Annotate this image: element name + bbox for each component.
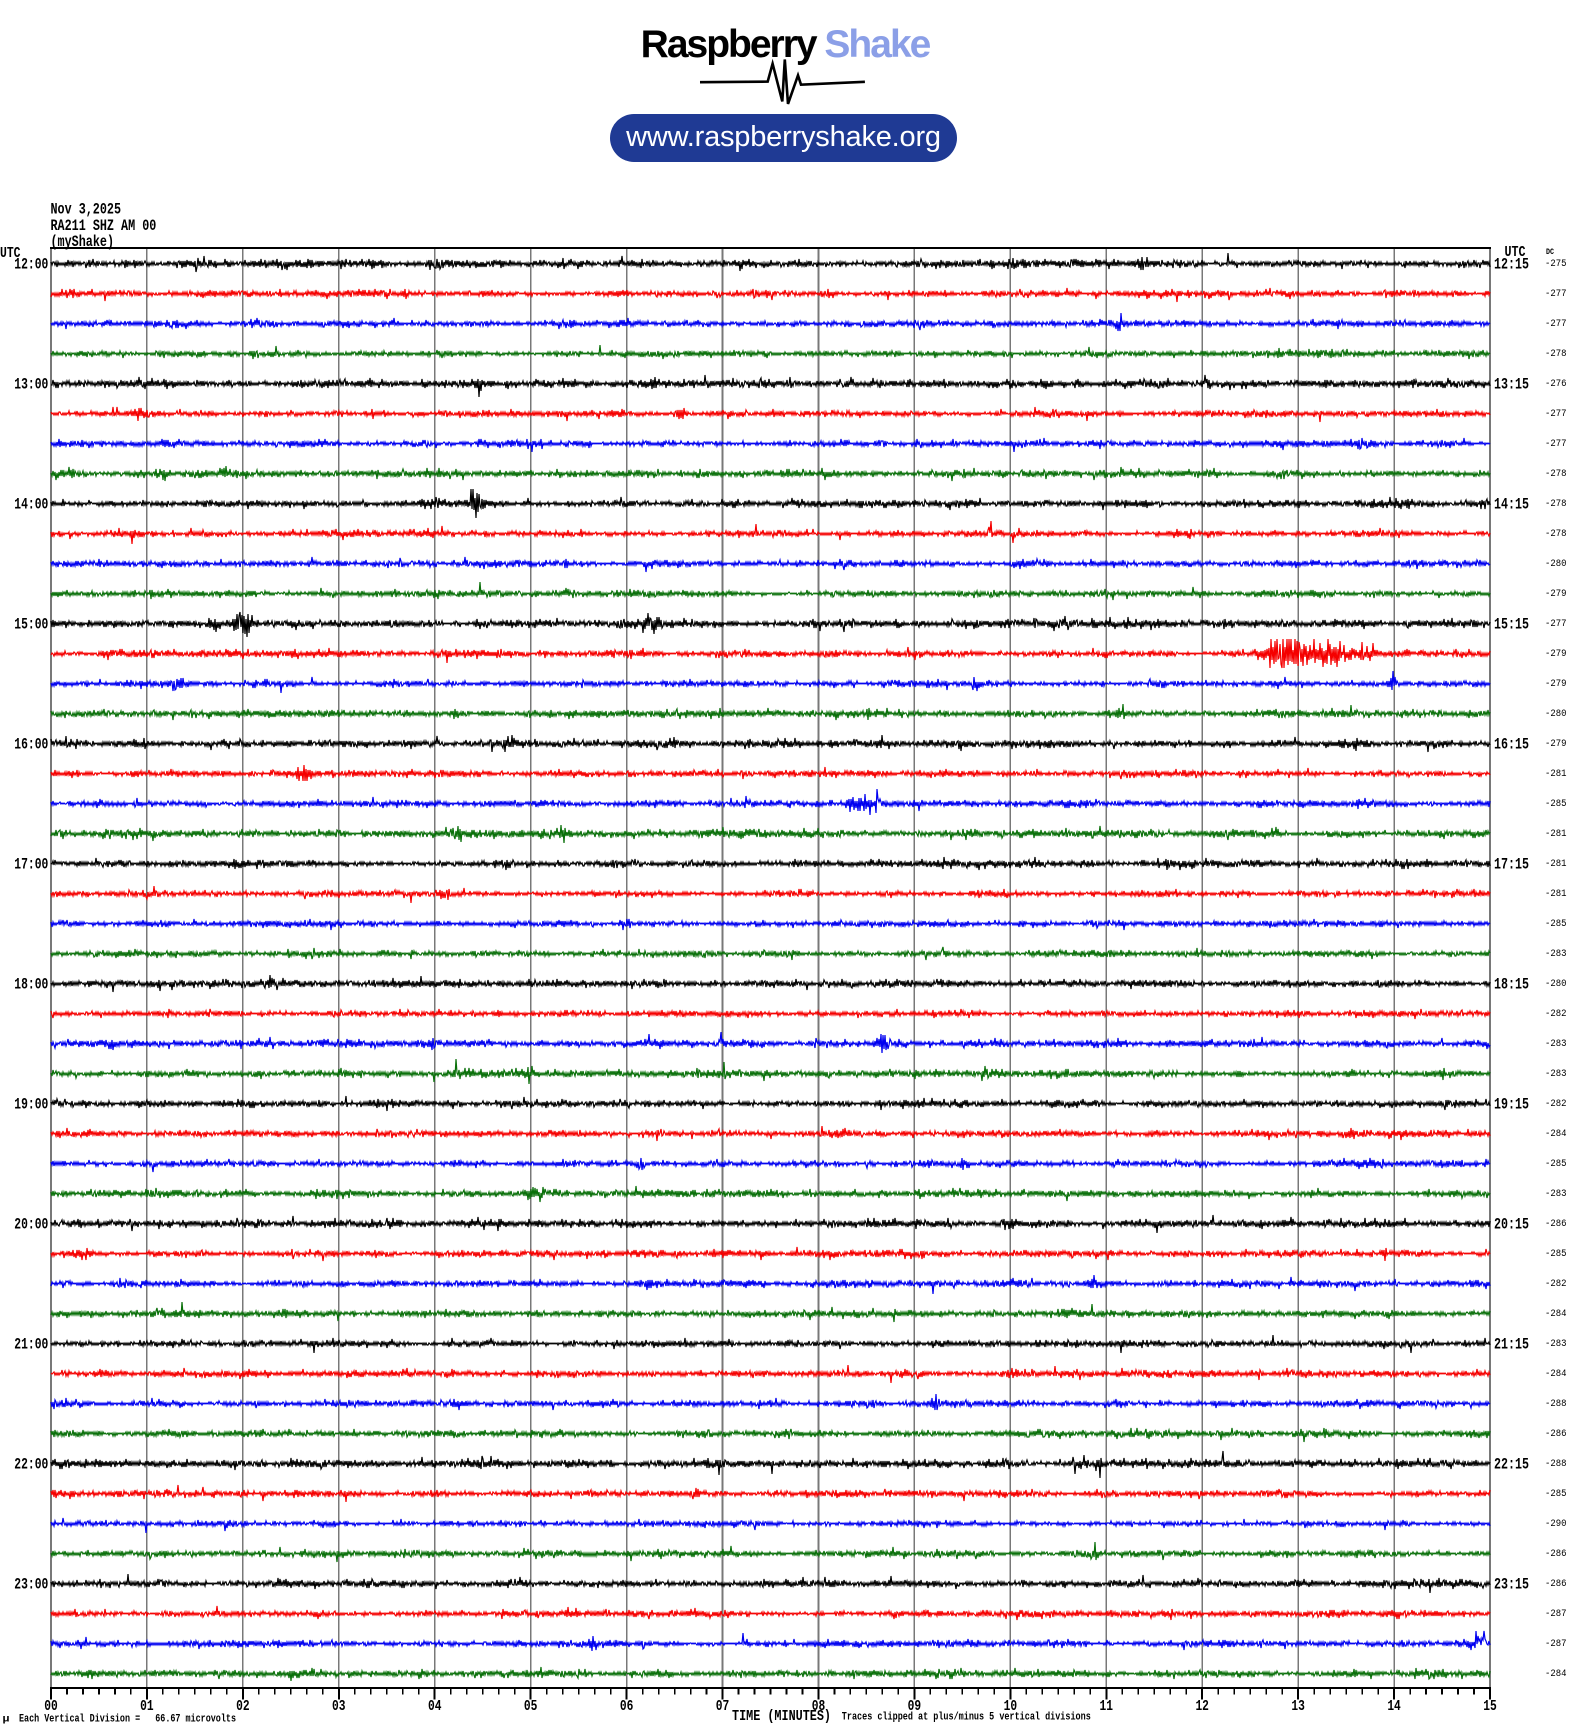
svg-text:-278: -278 [1545, 498, 1567, 510]
svg-text:17:00: 17:00 [14, 856, 48, 874]
svg-text:18:15: 18:15 [1494, 976, 1529, 994]
svg-text:-280: -280 [1545, 708, 1567, 720]
svg-text:(myShake): (myShake) [51, 233, 115, 251]
svg-text:12: 12 [1195, 1698, 1209, 1715]
svg-text:-279: -279 [1545, 648, 1567, 660]
svg-text:-286: -286 [1545, 1428, 1567, 1440]
svg-text:01: 01 [140, 1698, 154, 1715]
svg-text:08: 08 [812, 1698, 826, 1715]
svg-text:-288: -288 [1545, 1458, 1567, 1470]
svg-text:-283: -283 [1545, 1188, 1567, 1200]
svg-text:23:15: 23:15 [1494, 1576, 1529, 1594]
svg-text:14: 14 [1387, 1698, 1401, 1715]
svg-text:-277: -277 [1545, 288, 1567, 300]
svg-text:12:00: 12:00 [14, 256, 48, 274]
svg-text:-284: -284 [1545, 1668, 1567, 1680]
svg-text:DC: DC [1546, 247, 1554, 257]
svg-text:-276: -276 [1545, 378, 1567, 390]
svg-text:-279: -279 [1545, 678, 1567, 690]
svg-text:-277: -277 [1545, 438, 1567, 450]
svg-text:09: 09 [908, 1698, 922, 1715]
svg-text:-278: -278 [1545, 348, 1567, 360]
svg-text:-285: -285 [1545, 1488, 1567, 1500]
svg-text:-280: -280 [1545, 978, 1567, 990]
svg-text:TIME (MINUTES): TIME (MINUTES) [732, 1709, 831, 1725]
svg-text:21:00: 21:00 [14, 1336, 48, 1354]
svg-text:UTC: UTC [0, 246, 21, 262]
svg-text:22:15: 22:15 [1494, 1456, 1529, 1474]
svg-text:-287: -287 [1545, 1638, 1567, 1650]
svg-text:-287: -287 [1545, 1608, 1567, 1620]
svg-text:-286: -286 [1545, 1578, 1567, 1590]
svg-text:-286: -286 [1545, 1218, 1567, 1230]
svg-text:-280: -280 [1545, 558, 1567, 570]
svg-text:15: 15 [1483, 1698, 1497, 1715]
svg-text:13:15: 13:15 [1494, 376, 1529, 394]
svg-text:-279: -279 [1545, 588, 1567, 600]
svg-text:-284: -284 [1545, 1368, 1567, 1380]
svg-text:00: 00 [44, 1698, 58, 1715]
svg-text:18:00: 18:00 [14, 976, 48, 994]
svg-text:-285: -285 [1545, 798, 1567, 810]
svg-text:14:15: 14:15 [1494, 496, 1529, 514]
svg-text:-281: -281 [1545, 858, 1567, 870]
svg-text:14:00: 14:00 [14, 496, 48, 514]
svg-text:-277: -277 [1545, 318, 1567, 330]
svg-text:20:00: 20:00 [14, 1216, 48, 1234]
svg-text:19:15: 19:15 [1494, 1096, 1529, 1114]
svg-text:13:00: 13:00 [14, 376, 48, 394]
svg-text:-283: -283 [1545, 1338, 1567, 1350]
svg-text:-283: -283 [1545, 948, 1567, 960]
svg-text:19:00: 19:00 [14, 1096, 48, 1114]
svg-text:11: 11 [1100, 1698, 1114, 1715]
svg-text:-281: -281 [1545, 768, 1567, 780]
svg-text:15:00: 15:00 [14, 616, 48, 634]
svg-text:-290: -290 [1545, 1518, 1567, 1530]
svg-text:03: 03 [332, 1698, 346, 1715]
svg-text:-282: -282 [1545, 1098, 1567, 1110]
svg-text:-279: -279 [1545, 738, 1567, 750]
svg-text:Traces clipped at plus/minus 5: Traces clipped at plus/minus 5 vertical … [842, 1712, 1091, 1724]
svg-text:16:15: 16:15 [1494, 736, 1529, 754]
svg-text:17:15: 17:15 [1494, 856, 1529, 874]
svg-text:05: 05 [524, 1698, 538, 1715]
svg-text:15:15: 15:15 [1494, 616, 1529, 634]
svg-text:μ: μ [3, 1714, 10, 1725]
svg-text:RA211 SHZ AM 00: RA211 SHZ AM 00 [51, 217, 157, 235]
svg-text:-284: -284 [1545, 1128, 1567, 1140]
svg-text:-286: -286 [1545, 1548, 1567, 1560]
svg-text:13: 13 [1291, 1698, 1305, 1715]
svg-text:-281: -281 [1545, 888, 1567, 900]
svg-text:-283: -283 [1545, 1038, 1567, 1050]
svg-text:06: 06 [620, 1698, 634, 1715]
svg-text:07: 07 [716, 1698, 730, 1715]
svg-text:-285: -285 [1545, 1158, 1567, 1170]
svg-text:20:15: 20:15 [1494, 1216, 1529, 1234]
svg-text:Each Vertical Division = 66.: Each Vertical Division = 66.67 microvolt… [19, 1713, 236, 1725]
svg-text:-285: -285 [1545, 1248, 1567, 1260]
svg-text:Nov 3,2025: Nov 3,2025 [51, 201, 122, 219]
svg-text:22:00: 22:00 [14, 1456, 48, 1474]
svg-text:-282: -282 [1545, 1008, 1567, 1020]
svg-text:-277: -277 [1545, 618, 1567, 630]
svg-text:23:00: 23:00 [14, 1576, 48, 1594]
svg-text:-282: -282 [1545, 1278, 1567, 1290]
svg-text:16:00: 16:00 [14, 736, 48, 754]
svg-text:-285: -285 [1545, 918, 1567, 930]
svg-text:-283: -283 [1545, 1068, 1567, 1080]
svg-text:-284: -284 [1545, 1308, 1567, 1320]
svg-text:-278: -278 [1545, 528, 1567, 540]
svg-text:21:15: 21:15 [1494, 1336, 1529, 1354]
svg-text:-281: -281 [1545, 828, 1567, 840]
svg-text:UTC: UTC [1505, 245, 1526, 261]
svg-text:02: 02 [236, 1698, 250, 1715]
svg-text:-278: -278 [1545, 468, 1567, 480]
svg-text:-277: -277 [1545, 408, 1567, 420]
svg-text:04: 04 [428, 1698, 442, 1715]
svg-text:-288: -288 [1545, 1398, 1567, 1410]
svg-text:10: 10 [1004, 1698, 1018, 1715]
svg-text:-275: -275 [1545, 258, 1567, 270]
svg-text:12:15: 12:15 [1494, 256, 1529, 274]
